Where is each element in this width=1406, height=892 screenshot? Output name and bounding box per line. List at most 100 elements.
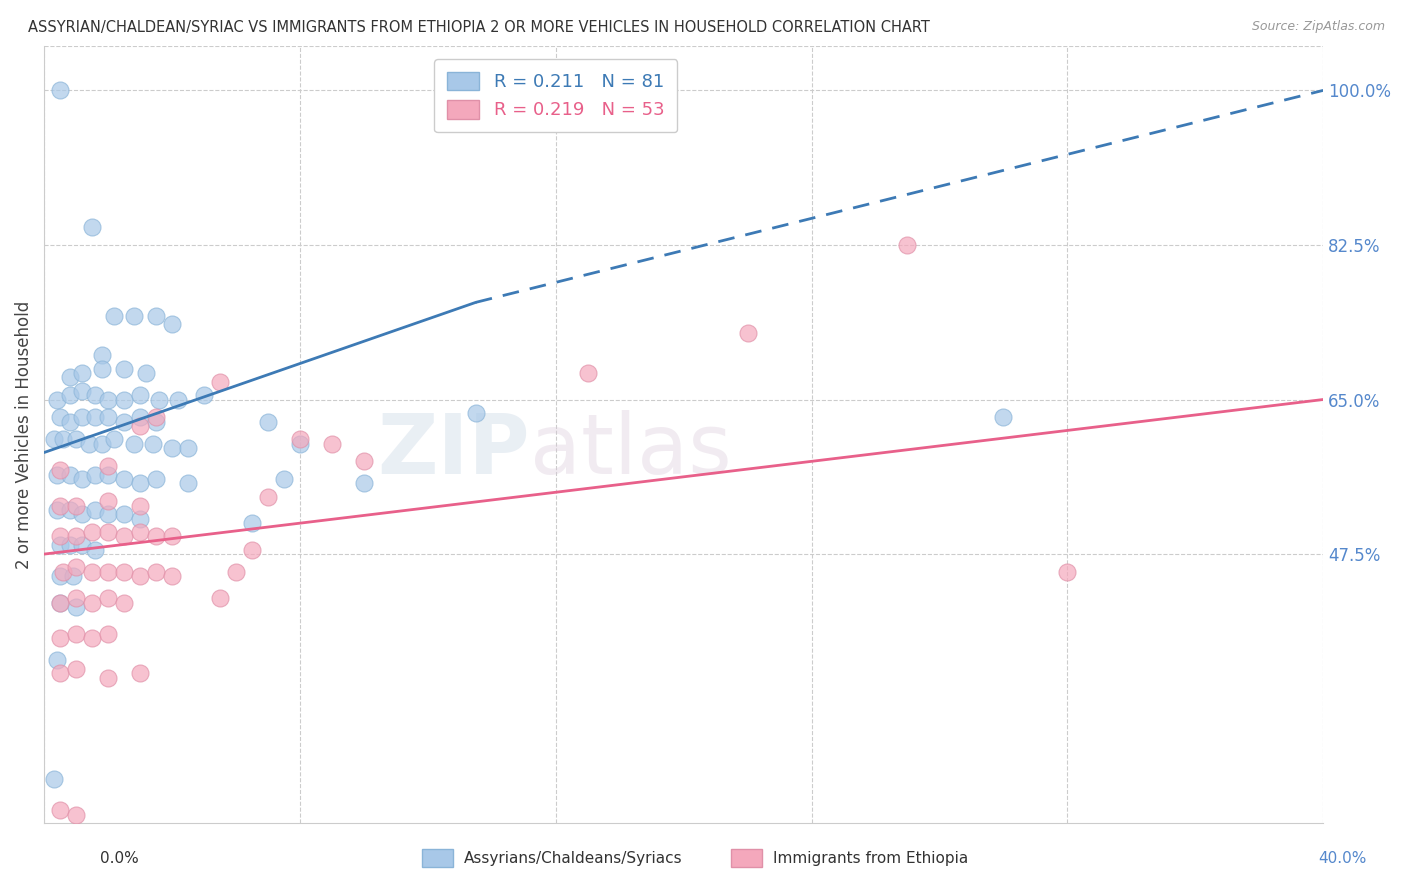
Point <box>65 807 87 822</box>
Point <box>90 436 112 450</box>
Point <box>80 631 103 645</box>
Y-axis label: 2 or more Vehicles in Household: 2 or more Vehicles in Household <box>15 301 32 569</box>
Point <box>97 392 120 407</box>
Point <box>112 529 135 543</box>
Point <box>59 388 82 402</box>
Point <box>59 538 82 552</box>
Point <box>896 238 918 252</box>
Point <box>288 436 311 450</box>
Point <box>42 772 65 787</box>
Point <box>80 220 103 235</box>
Point <box>62 569 84 583</box>
Point <box>129 419 152 434</box>
Point <box>129 499 152 513</box>
Point <box>129 410 152 425</box>
Point <box>240 542 263 557</box>
Point <box>49 631 72 645</box>
Text: atlas: atlas <box>530 410 733 491</box>
Text: Source: ZipAtlas.com: Source: ZipAtlas.com <box>1251 20 1385 33</box>
Point <box>77 436 100 450</box>
Point <box>65 626 87 640</box>
Point <box>288 432 311 446</box>
Point <box>167 392 190 407</box>
Point <box>97 508 120 522</box>
Point <box>65 560 87 574</box>
Point <box>72 384 94 398</box>
Point <box>112 392 135 407</box>
Point <box>90 348 112 362</box>
Point <box>49 463 72 477</box>
Point <box>65 529 87 543</box>
Point <box>65 591 87 606</box>
Point <box>49 410 72 425</box>
Point <box>49 596 72 610</box>
Point <box>45 392 67 407</box>
Point <box>49 803 72 817</box>
Point <box>72 366 94 380</box>
Point <box>576 366 599 380</box>
Point <box>49 666 72 681</box>
Point <box>112 596 135 610</box>
Point <box>90 361 112 376</box>
Point <box>49 569 72 583</box>
Point <box>112 472 135 486</box>
Point <box>49 83 72 97</box>
Point <box>145 410 167 425</box>
Point <box>45 467 67 482</box>
Point <box>97 494 120 508</box>
Point <box>72 472 94 486</box>
Point <box>257 490 280 504</box>
Point <box>208 375 231 389</box>
Point <box>45 503 67 517</box>
Point <box>122 436 145 450</box>
Point <box>49 529 72 543</box>
Point <box>737 326 759 341</box>
Text: 40.0%: 40.0% <box>1319 851 1367 865</box>
Point <box>97 565 120 579</box>
Point <box>97 671 120 685</box>
Point <box>160 569 183 583</box>
Text: Assyrians/Chaldeans/Syriacs: Assyrians/Chaldeans/Syriacs <box>464 851 682 865</box>
Point <box>129 666 152 681</box>
Point <box>97 410 120 425</box>
Point <box>353 454 375 468</box>
Point <box>59 415 82 429</box>
Point <box>97 458 120 473</box>
Point <box>129 476 152 491</box>
Text: 0.0%: 0.0% <box>100 851 139 865</box>
Point <box>97 467 120 482</box>
Point <box>240 516 263 531</box>
Point <box>52 432 75 446</box>
Point <box>49 596 72 610</box>
Text: ASSYRIAN/CHALDEAN/SYRIAC VS IMMIGRANTS FROM ETHIOPIA 2 OR MORE VEHICLES IN HOUSE: ASSYRIAN/CHALDEAN/SYRIAC VS IMMIGRANTS F… <box>28 20 929 35</box>
Point <box>49 499 72 513</box>
Point <box>145 472 167 486</box>
Point <box>142 436 165 450</box>
Point <box>97 626 120 640</box>
Point <box>177 441 200 455</box>
Point <box>321 436 343 450</box>
Text: Immigrants from Ethiopia: Immigrants from Ethiopia <box>773 851 969 865</box>
Point <box>135 366 157 380</box>
Point <box>193 388 215 402</box>
Point <box>177 476 200 491</box>
Point <box>1056 565 1078 579</box>
Point <box>160 529 183 543</box>
Point <box>59 503 82 517</box>
Point <box>145 565 167 579</box>
Point <box>145 529 167 543</box>
Point <box>65 432 87 446</box>
Point <box>129 388 152 402</box>
Point <box>49 538 72 552</box>
Point <box>225 565 247 579</box>
Point <box>65 662 87 676</box>
Point <box>129 512 152 526</box>
Point <box>80 596 103 610</box>
Point <box>84 410 107 425</box>
Point <box>65 600 87 615</box>
Text: ZIP: ZIP <box>378 410 530 491</box>
Point <box>993 410 1015 425</box>
Point <box>103 309 125 323</box>
Point <box>257 415 280 429</box>
Point <box>42 432 65 446</box>
